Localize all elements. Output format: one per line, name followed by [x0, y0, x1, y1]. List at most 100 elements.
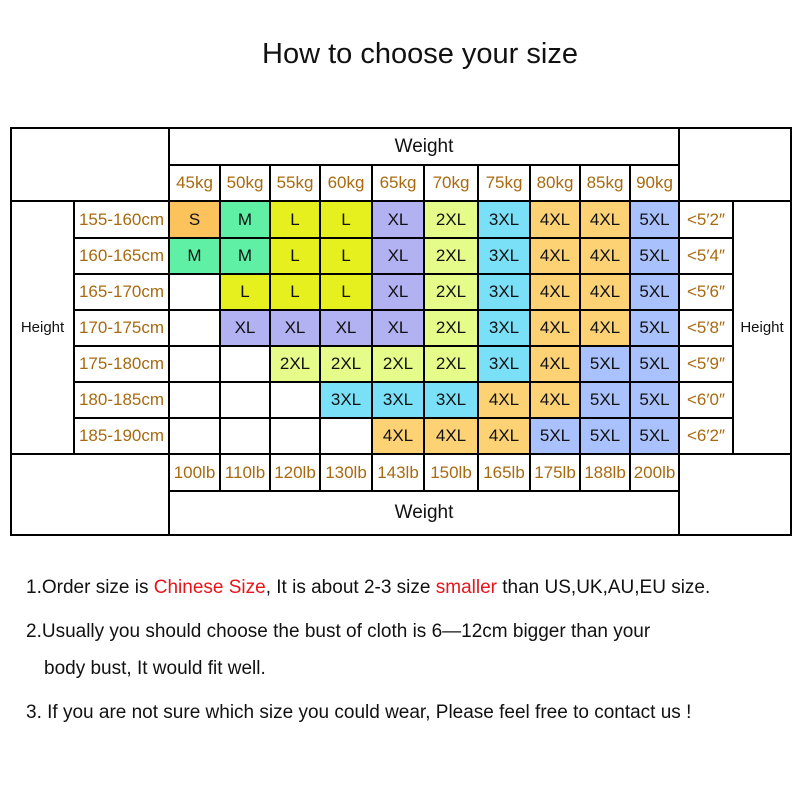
empty-cell: [168, 381, 221, 419]
weight-kg-header: 65kg: [371, 164, 425, 202]
size-cell: XL: [269, 309, 321, 347]
size-cell: 2XL: [423, 200, 479, 239]
height-ft-label: <5′6″: [678, 273, 735, 311]
size-cell: 4XL: [477, 381, 531, 419]
height-ft-label: <5′9″: [678, 345, 735, 383]
size-cell: 3XL: [477, 200, 531, 239]
size-cell: 5XL: [628, 417, 681, 455]
size-cell: M: [219, 237, 271, 275]
empty-cell: [168, 309, 221, 347]
weight-kg-header: 80kg: [529, 164, 581, 202]
size-cell: XL: [371, 200, 425, 239]
size-cell: 3XL: [477, 345, 531, 383]
size-cell: 4XL: [579, 273, 631, 311]
size-cell: 4XL: [477, 417, 531, 455]
size-cell: 2XL: [269, 345, 321, 383]
size-cell: 5XL: [628, 345, 681, 383]
corner-blank: [10, 127, 170, 202]
note-highlight: smaller: [435, 577, 497, 598]
size-cell: 5XL: [628, 381, 681, 419]
size-cell: XL: [371, 309, 425, 347]
size-cell: 2XL: [423, 309, 479, 347]
size-cell: 3XL: [319, 381, 373, 419]
size-cell: S: [168, 200, 221, 239]
height-cm-label: 185-190cm: [73, 417, 170, 455]
size-cell: 5XL: [628, 273, 681, 311]
height-ft-label: <5′4″: [678, 237, 735, 275]
height-cm-label: 155-160cm: [73, 200, 170, 239]
weight-kg-header: 85kg: [579, 164, 631, 202]
weight-header-top: Weight: [167, 127, 681, 166]
size-cell: L: [269, 200, 321, 239]
size-cell: 4XL: [579, 309, 631, 347]
corner-blank: [10, 453, 170, 536]
empty-cell: [168, 273, 221, 311]
size-cell: 2XL: [423, 237, 479, 275]
height-cm-label: 170-175cm: [73, 309, 170, 347]
size-cell: 3XL: [477, 309, 531, 347]
size-cell: 3XL: [477, 237, 531, 275]
size-cell: 4XL: [529, 381, 581, 419]
weight-lb-header: 110lb: [219, 453, 271, 492]
empty-cell: [319, 417, 373, 455]
weight-lb-header: 130lb: [319, 453, 373, 492]
note-3: 3. If you are not sure which size you co…: [26, 702, 692, 723]
size-cell: 5XL: [579, 345, 631, 383]
height-label-right: Height: [732, 200, 793, 455]
size-chart-table: Weight 45kg 50kg 55kg 60kg 65kg 70kg 75kg 80kg 85…: [10, 127, 793, 536]
weight-lb-header: 143lb: [371, 453, 425, 492]
size-cell: 2XL: [371, 345, 425, 383]
weight-lb-header: 150lb: [423, 453, 479, 492]
weight-kg-header: 50kg: [219, 164, 271, 202]
weight-kg-header: 75kg: [477, 164, 531, 202]
weight-lb-header: 120lb: [269, 453, 321, 492]
note-2-line-2: body bust, It would fit well.: [44, 658, 266, 679]
size-cell: L: [319, 273, 373, 311]
height-ft-label: <6′0″: [678, 381, 735, 419]
weight-kg-header: 90kg: [628, 164, 681, 202]
empty-cell: [219, 381, 271, 419]
size-cell: 5XL: [628, 200, 681, 239]
weight-lb-header: 175lb: [529, 453, 581, 492]
weight-kg-header: 70kg: [423, 164, 479, 202]
size-cell: 3XL: [371, 381, 425, 419]
empty-cell: [168, 345, 221, 383]
size-cell: XL: [371, 273, 425, 311]
corner-blank: [678, 453, 793, 536]
empty-cell: [269, 417, 321, 455]
size-cell: 4XL: [529, 309, 581, 347]
note-text: than US,UK,AU,EU size.: [496, 577, 711, 598]
size-cell: 5XL: [529, 417, 581, 455]
empty-cell: [219, 417, 271, 455]
note-1: 1.Order size is Chinese Size, It is abou…: [26, 576, 710, 600]
size-cell: 4XL: [371, 417, 425, 455]
size-cell: M: [168, 237, 221, 275]
note-2-line-1: 2.Usually you should choose the bust of …: [26, 621, 651, 642]
size-cell: 5XL: [628, 237, 681, 275]
empty-cell: [269, 381, 321, 419]
size-cell: XL: [319, 309, 373, 347]
weight-kg-header: 55kg: [269, 164, 321, 202]
corner-blank: [678, 127, 793, 202]
weight-header-bottom: Weight: [167, 490, 681, 536]
note-text: 1.Order size is: [26, 577, 154, 598]
height-ft-label: <5′2″: [678, 200, 735, 239]
size-cell: M: [219, 200, 271, 239]
size-cell: L: [219, 273, 271, 311]
size-cell: 4XL: [529, 237, 581, 275]
weight-lb-header: 100lb: [168, 453, 221, 492]
size-cell: 2XL: [423, 345, 479, 383]
size-cell: 4XL: [579, 237, 631, 275]
height-cm-label: 165-170cm: [73, 273, 170, 311]
size-cell: XL: [219, 309, 271, 347]
size-cell: 5XL: [579, 381, 631, 419]
size-cell: 4XL: [423, 417, 479, 455]
weight-lb-header: 188lb: [579, 453, 631, 492]
size-cell: 2XL: [423, 273, 479, 311]
size-cell: L: [269, 237, 321, 275]
page-title: How to choose your size: [262, 38, 578, 70]
size-cell: 4XL: [529, 200, 581, 239]
height-ft-label: <5′8″: [678, 309, 735, 347]
size-cell: 5XL: [579, 417, 631, 455]
note-highlight: Chinese Size: [153, 577, 266, 598]
